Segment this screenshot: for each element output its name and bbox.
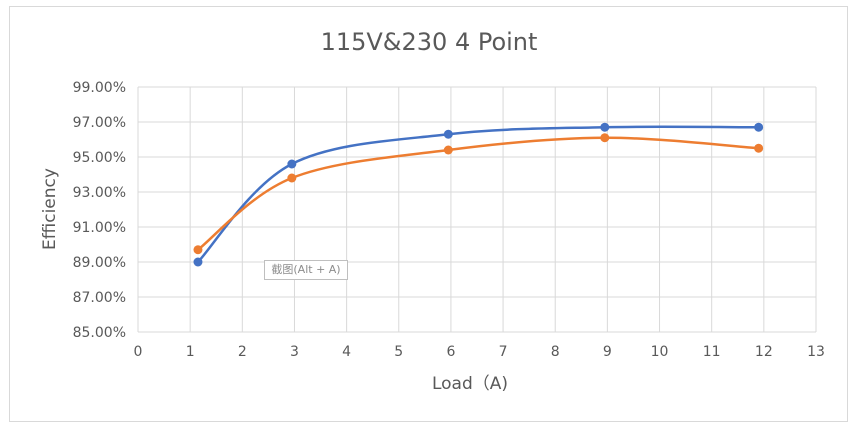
y-tick-label: 97.00% <box>73 115 126 131</box>
axes: 0 1 2 3 4 5 6 7 8 9 10 11 12 1385.00%87.00%89.00%91.0… <box>73 80 825 360</box>
y-tick-label: 87.00% <box>73 290 126 306</box>
x-tick-label: 12 <box>755 344 773 360</box>
series-point <box>754 122 764 132</box>
x-tick-label: 6 <box>446 344 455 360</box>
series-point <box>600 122 610 132</box>
series-point <box>443 129 453 139</box>
y-tick-label: 89.00% <box>73 255 126 271</box>
series-layer <box>193 122 764 267</box>
series-point <box>287 173 297 183</box>
x-tick-label: 0 <box>134 344 143 360</box>
x-tick-label: 10 <box>651 344 669 360</box>
series-point <box>287 159 297 169</box>
y-tick-label: 95.00% <box>73 150 126 166</box>
x-tick-label: 4 <box>342 344 351 360</box>
chart-title: 115V&230 4 Point <box>321 28 538 56</box>
series-point <box>600 133 610 143</box>
y-tick-label: 93.00% <box>73 185 126 201</box>
x-tick-label: 5 <box>394 344 403 360</box>
series-point <box>193 257 203 267</box>
y-tick-label: 85.00% <box>73 325 126 341</box>
y-axis-title: Efficiency <box>40 168 60 250</box>
x-tick-label: 13 <box>807 344 825 360</box>
series-point <box>443 145 453 155</box>
chart-area <box>9 6 848 422</box>
series-point <box>193 245 203 255</box>
y-tick-label: 99.00% <box>73 80 126 96</box>
x-tick-label: 1 <box>186 344 195 360</box>
screenshot-tooltip: 截图(Alt + A) <box>264 260 348 280</box>
x-tick-label: 11 <box>703 344 721 360</box>
x-tick-label: 7 <box>499 344 508 360</box>
x-axis-title: Load（A) <box>432 374 508 394</box>
series-line <box>197 136 759 251</box>
x-tick-label: 8 <box>551 344 560 360</box>
x-tick-label: 2 <box>238 344 247 360</box>
series-point <box>754 143 764 153</box>
y-tick-label: 91.00% <box>73 220 126 236</box>
x-tick-label: 3 <box>290 344 299 360</box>
x-tick-label: 9 <box>603 344 612 360</box>
